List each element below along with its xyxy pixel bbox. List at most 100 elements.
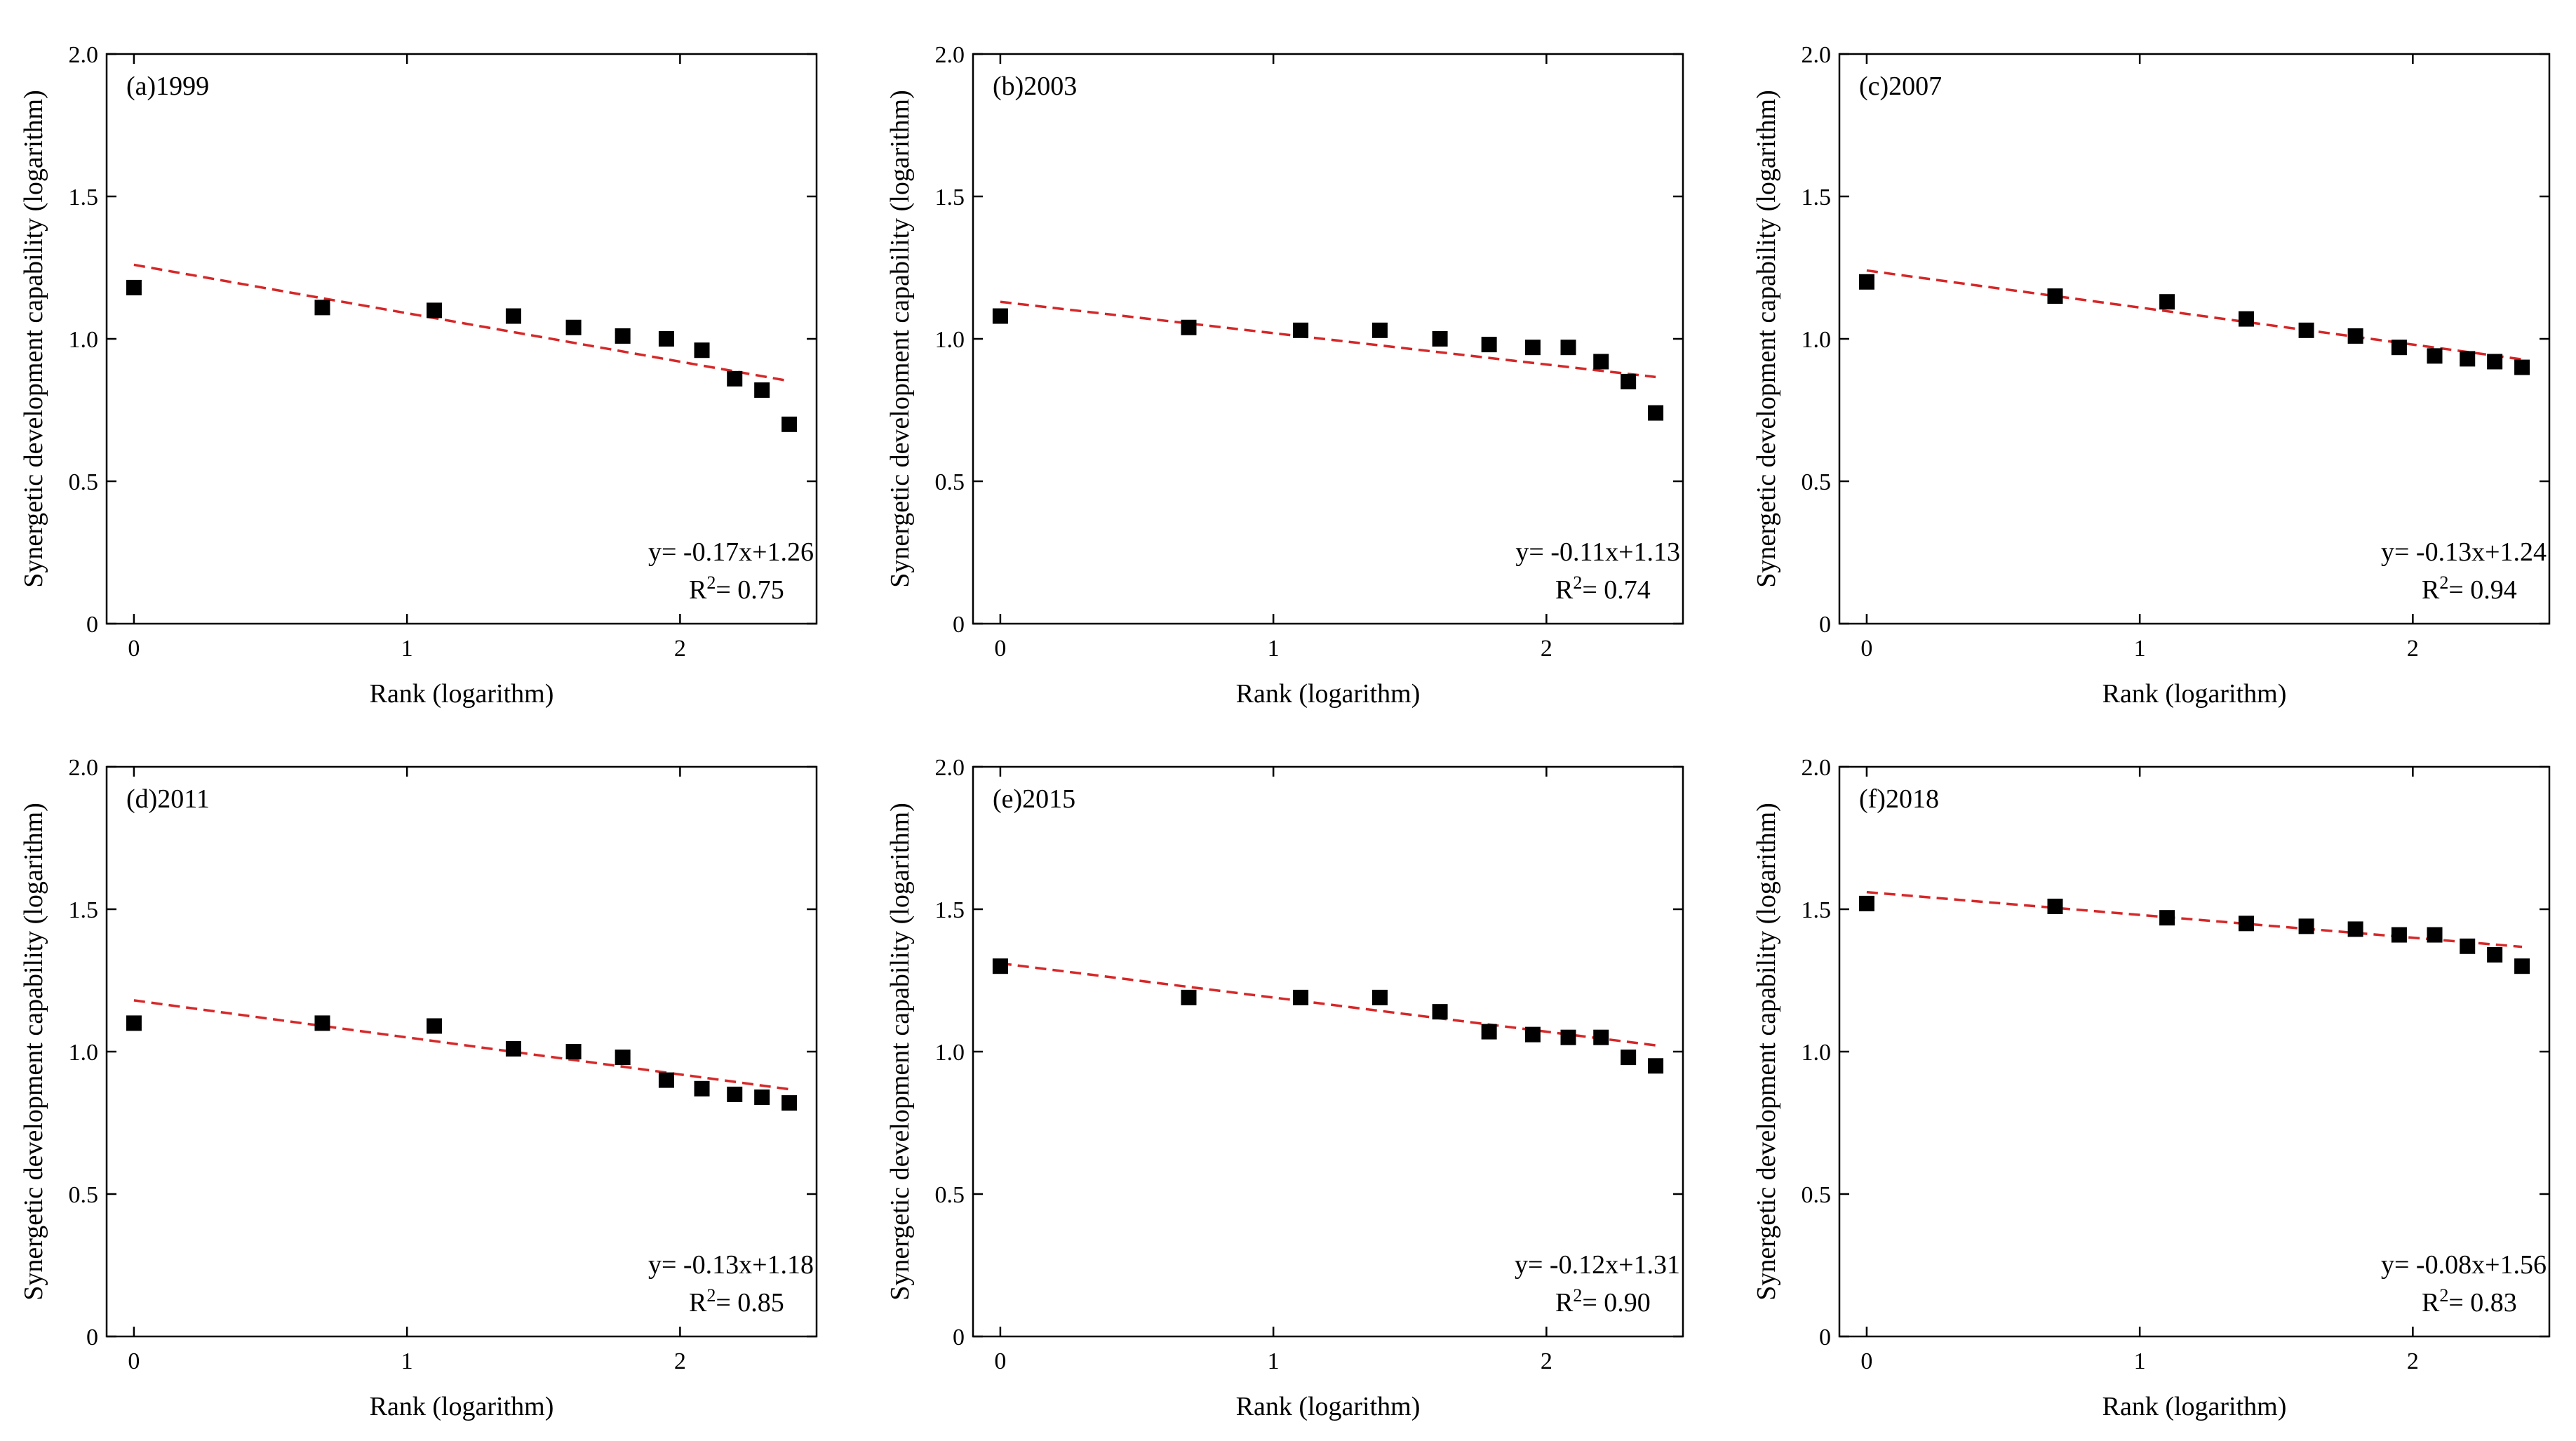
data-point xyxy=(615,1050,631,1066)
r-squared-exponent: 2 xyxy=(706,1285,716,1306)
data-point xyxy=(1371,989,1388,1005)
data-point xyxy=(505,1040,521,1057)
x-tick-label: 1 xyxy=(401,636,413,662)
y-tick-label: 0.5 xyxy=(1802,469,1832,495)
x-tick-label: 2 xyxy=(1541,1348,1552,1374)
fit-equation: y= -0.13x+1.24 xyxy=(2381,537,2547,567)
y-tick-label: 2.0 xyxy=(935,42,965,68)
data-point xyxy=(1648,1058,1664,1074)
y-axis-title: Synergetic development capability (logar… xyxy=(885,803,915,1300)
panel-label: (e)2015 xyxy=(993,784,1075,814)
data-point xyxy=(1524,340,1541,356)
panel-label: (d)2011 xyxy=(126,784,210,814)
y-tick-label: 1.0 xyxy=(1802,327,1832,353)
data-point xyxy=(2298,918,2314,934)
r-squared-symbol: R xyxy=(689,575,707,605)
y-tick-label: 1.0 xyxy=(935,1040,965,1066)
data-point xyxy=(1293,322,1309,338)
data-point xyxy=(2159,294,2175,310)
r-squared-symbol: R xyxy=(2422,575,2440,605)
y-axis-title: Synergetic development capability (logar… xyxy=(19,90,48,587)
y-tick-label: 2.0 xyxy=(935,755,965,781)
data-point xyxy=(505,308,521,324)
y-tick-label: 1.0 xyxy=(1802,1040,1832,1066)
data-point xyxy=(2298,322,2314,338)
r-squared: R2= 0.75 xyxy=(689,572,784,605)
y-tick-label: 0.5 xyxy=(935,1182,965,1208)
x-tick-label: 2 xyxy=(674,636,686,662)
x-tick-label: 0 xyxy=(128,636,140,662)
data-point xyxy=(694,342,710,358)
y-tick-label: 0 xyxy=(86,1325,98,1350)
x-tick-label: 1 xyxy=(2134,1348,2146,1374)
data-point xyxy=(314,300,330,316)
fit-equation: y= -0.12x+1.31 xyxy=(1515,1250,1680,1280)
data-point xyxy=(2347,921,2363,937)
data-point xyxy=(1432,331,1448,347)
y-tick-label: 0 xyxy=(1819,612,1831,638)
data-point xyxy=(1293,989,1309,1005)
fit-equation: y= -0.08x+1.56 xyxy=(2381,1250,2547,1280)
y-tick-label: 2.0 xyxy=(1802,42,1832,68)
data-point xyxy=(2238,916,2254,932)
y-tick-label: 1.5 xyxy=(69,185,99,210)
y-tick-label: 2.0 xyxy=(69,755,99,781)
data-point xyxy=(1648,405,1664,421)
data-point xyxy=(1181,989,1197,1005)
data-point xyxy=(2047,288,2063,304)
data-point xyxy=(781,416,798,432)
r-squared: R2= 0.85 xyxy=(689,1285,784,1318)
x-tick-label: 2 xyxy=(674,1348,686,1374)
r-squared-exponent: 2 xyxy=(1573,572,1582,593)
data-point xyxy=(2460,938,2476,954)
y-tick-label: 1.5 xyxy=(935,897,965,923)
data-point xyxy=(427,302,443,319)
r-squared-value: = 0.90 xyxy=(1582,1288,1650,1318)
r-squared-symbol: R xyxy=(1555,1288,1574,1318)
r-squared: R2= 0.74 xyxy=(1555,572,1651,605)
r-squared-value: = 0.75 xyxy=(716,575,784,605)
data-point xyxy=(2159,910,2175,926)
y-tick-label: 0.5 xyxy=(69,1182,99,1208)
y-axis-title: Synergetic development capability (logar… xyxy=(1752,803,1781,1300)
data-point xyxy=(1560,340,1576,356)
data-point xyxy=(754,1089,770,1105)
data-point xyxy=(1371,322,1388,338)
fit-line xyxy=(1000,962,1656,1047)
y-tick-label: 0 xyxy=(953,612,965,638)
data-point xyxy=(2391,927,2407,943)
data-point xyxy=(2514,359,2530,375)
x-tick-label: 0 xyxy=(994,636,1006,662)
data-point xyxy=(427,1018,443,1034)
data-point xyxy=(2427,348,2443,364)
x-axis-title: Rank (logarithm) xyxy=(1236,679,1421,709)
y-tick-label: 0 xyxy=(953,1325,965,1350)
data-point xyxy=(1432,1004,1448,1020)
data-point xyxy=(1621,1050,1637,1066)
data-point xyxy=(2238,311,2254,327)
fit-line xyxy=(1866,890,2523,949)
x-axis-title: Rank (logarithm) xyxy=(2102,1392,2287,1421)
x-tick-label: 1 xyxy=(401,1348,413,1374)
data-point xyxy=(615,328,631,344)
data-point xyxy=(727,370,743,387)
x-axis-title: Rank (logarithm) xyxy=(1236,1392,1421,1421)
data-point xyxy=(992,308,1008,324)
data-point xyxy=(694,1080,710,1097)
r-squared-exponent: 2 xyxy=(2439,572,2448,593)
r-squared-exponent: 2 xyxy=(1573,1285,1582,1306)
panel-label: (b)2003 xyxy=(993,72,1077,101)
data-point xyxy=(1858,895,1874,911)
data-point xyxy=(658,331,674,347)
data-point xyxy=(565,1044,582,1059)
r-squared: R2= 0.94 xyxy=(2422,572,2517,605)
y-axis-title: Synergetic development capability (logar… xyxy=(1752,90,1781,587)
x-axis-title: Rank (logarithm) xyxy=(2102,679,2287,709)
x-axis-title: Rank (logarithm) xyxy=(370,1392,554,1421)
y-axis-title: Synergetic development capability (logar… xyxy=(19,803,48,1300)
